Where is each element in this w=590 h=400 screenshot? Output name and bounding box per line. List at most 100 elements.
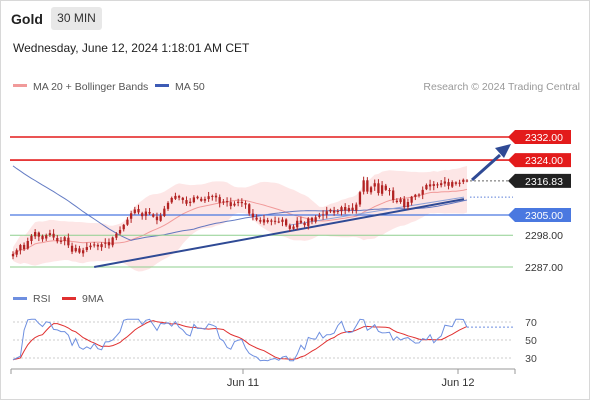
trendlines: [94, 144, 511, 268]
candle-body: [262, 219, 266, 223]
candle-body: [137, 209, 140, 213]
candle-body: [421, 189, 424, 195]
candle-body: [288, 225, 291, 229]
timeframe-badge[interactable]: 30 MIN: [51, 7, 102, 30]
candle-body: [307, 218, 310, 226]
candle-body: [129, 213, 133, 219]
chart-header: Gold 30 MIN: [0, 0, 590, 38]
candle-body: [440, 183, 443, 186]
candle-body: [340, 207, 343, 212]
candle-body: [428, 184, 432, 187]
candle-body: [48, 233, 52, 236]
candle-body: [59, 240, 63, 242]
candle-body: [159, 215, 162, 221]
candle-body: [37, 232, 40, 237]
rsi-tick-50: 50: [525, 335, 537, 347]
candle-body: [351, 207, 354, 211]
x-tick-label: Jun 12: [441, 377, 474, 389]
candle-body: [100, 244, 103, 248]
candle-body: [303, 222, 306, 226]
candle-body: [273, 220, 277, 222]
candle-body: [225, 201, 229, 203]
candle-body: [166, 202, 170, 209]
candle-body: [214, 195, 218, 198]
candle-body: [52, 233, 55, 238]
rsi-9ma-line: [12, 320, 468, 361]
candle-body: [19, 245, 22, 251]
candle-body: [366, 180, 369, 192]
candle-body: [126, 219, 129, 225]
candle-body: [174, 195, 177, 199]
candle-body: [45, 235, 48, 239]
level-label-2287.00: 2287.00: [525, 262, 563, 274]
candle-body: [259, 220, 262, 222]
ma50-legend-label: MA 50: [175, 81, 205, 93]
candle-body: [70, 245, 74, 252]
candle-body: [318, 215, 321, 217]
candle-body: [218, 197, 221, 203]
candle-body: [314, 217, 317, 222]
candle-body: [211, 195, 214, 197]
candle-body: [222, 201, 225, 203]
bollinger-band-fill: [13, 166, 467, 272]
forecast-arrow-head: [495, 144, 511, 158]
level-badge-2324.00: [508, 153, 571, 168]
candle-body: [74, 247, 77, 252]
candle-body: [244, 203, 247, 205]
candle-body: [329, 209, 332, 212]
candle-body: [11, 254, 15, 257]
candle-body: [233, 203, 236, 206]
candle-body: [189, 201, 192, 203]
candle-body: [296, 220, 299, 228]
candle-body: [417, 194, 421, 196]
candle-body: [177, 196, 181, 198]
candlesticks: [11, 176, 469, 260]
symbol-title: Gold: [11, 11, 43, 27]
candle-body: [56, 237, 59, 242]
candle-body: [26, 241, 29, 249]
candle-body: [78, 248, 81, 253]
candle-body: [443, 181, 446, 184]
candle-body: [237, 201, 240, 203]
candle-body: [336, 210, 339, 212]
candle-body: [200, 198, 203, 201]
candle-body: [432, 184, 435, 186]
timestamp: Wednesday, June 12, 2024 1:18:01 AM CET: [13, 41, 250, 55]
candle-body: [369, 187, 373, 193]
candle-body: [266, 220, 269, 222]
candle-body: [447, 182, 450, 186]
candle-body: [454, 182, 458, 184]
candle-body: [81, 250, 85, 254]
level-label-2298.00: 2298.00: [525, 230, 563, 242]
candle-body: [148, 212, 151, 214]
level-label-2324.00: 2324.00: [525, 155, 563, 167]
x-axis: Jun 11 Jun 12: [10, 368, 516, 389]
candle-body: [414, 194, 417, 197]
candle-body: [284, 219, 288, 226]
candle-body: [96, 244, 100, 247]
candle-body: [41, 235, 44, 240]
candle-body: [355, 204, 358, 211]
candle-body: [181, 197, 184, 200]
candle-body: [22, 244, 26, 250]
candle-body: [155, 216, 159, 221]
candle-body: [310, 217, 314, 222]
candle-body: [203, 199, 207, 201]
candle-body: [277, 221, 280, 223]
candle-body: [325, 211, 328, 215]
candle-body: [395, 200, 399, 202]
candle-body: [384, 185, 387, 190]
candle-body: [93, 244, 96, 246]
credit-text: Research © 2024 Trading Central: [423, 81, 580, 93]
candle-body: [115, 233, 118, 238]
candle-body: [15, 250, 18, 255]
candle-body: [358, 192, 362, 205]
level-label-2332.00: 2332.00: [525, 132, 563, 144]
candle-body: [344, 206, 347, 211]
candle-body: [118, 230, 122, 234]
level-label-2316.83: 2316.83: [525, 176, 563, 188]
candle-body: [67, 237, 70, 246]
ma9-legend-swatch: [62, 297, 76, 300]
candle-body: [380, 185, 384, 194]
